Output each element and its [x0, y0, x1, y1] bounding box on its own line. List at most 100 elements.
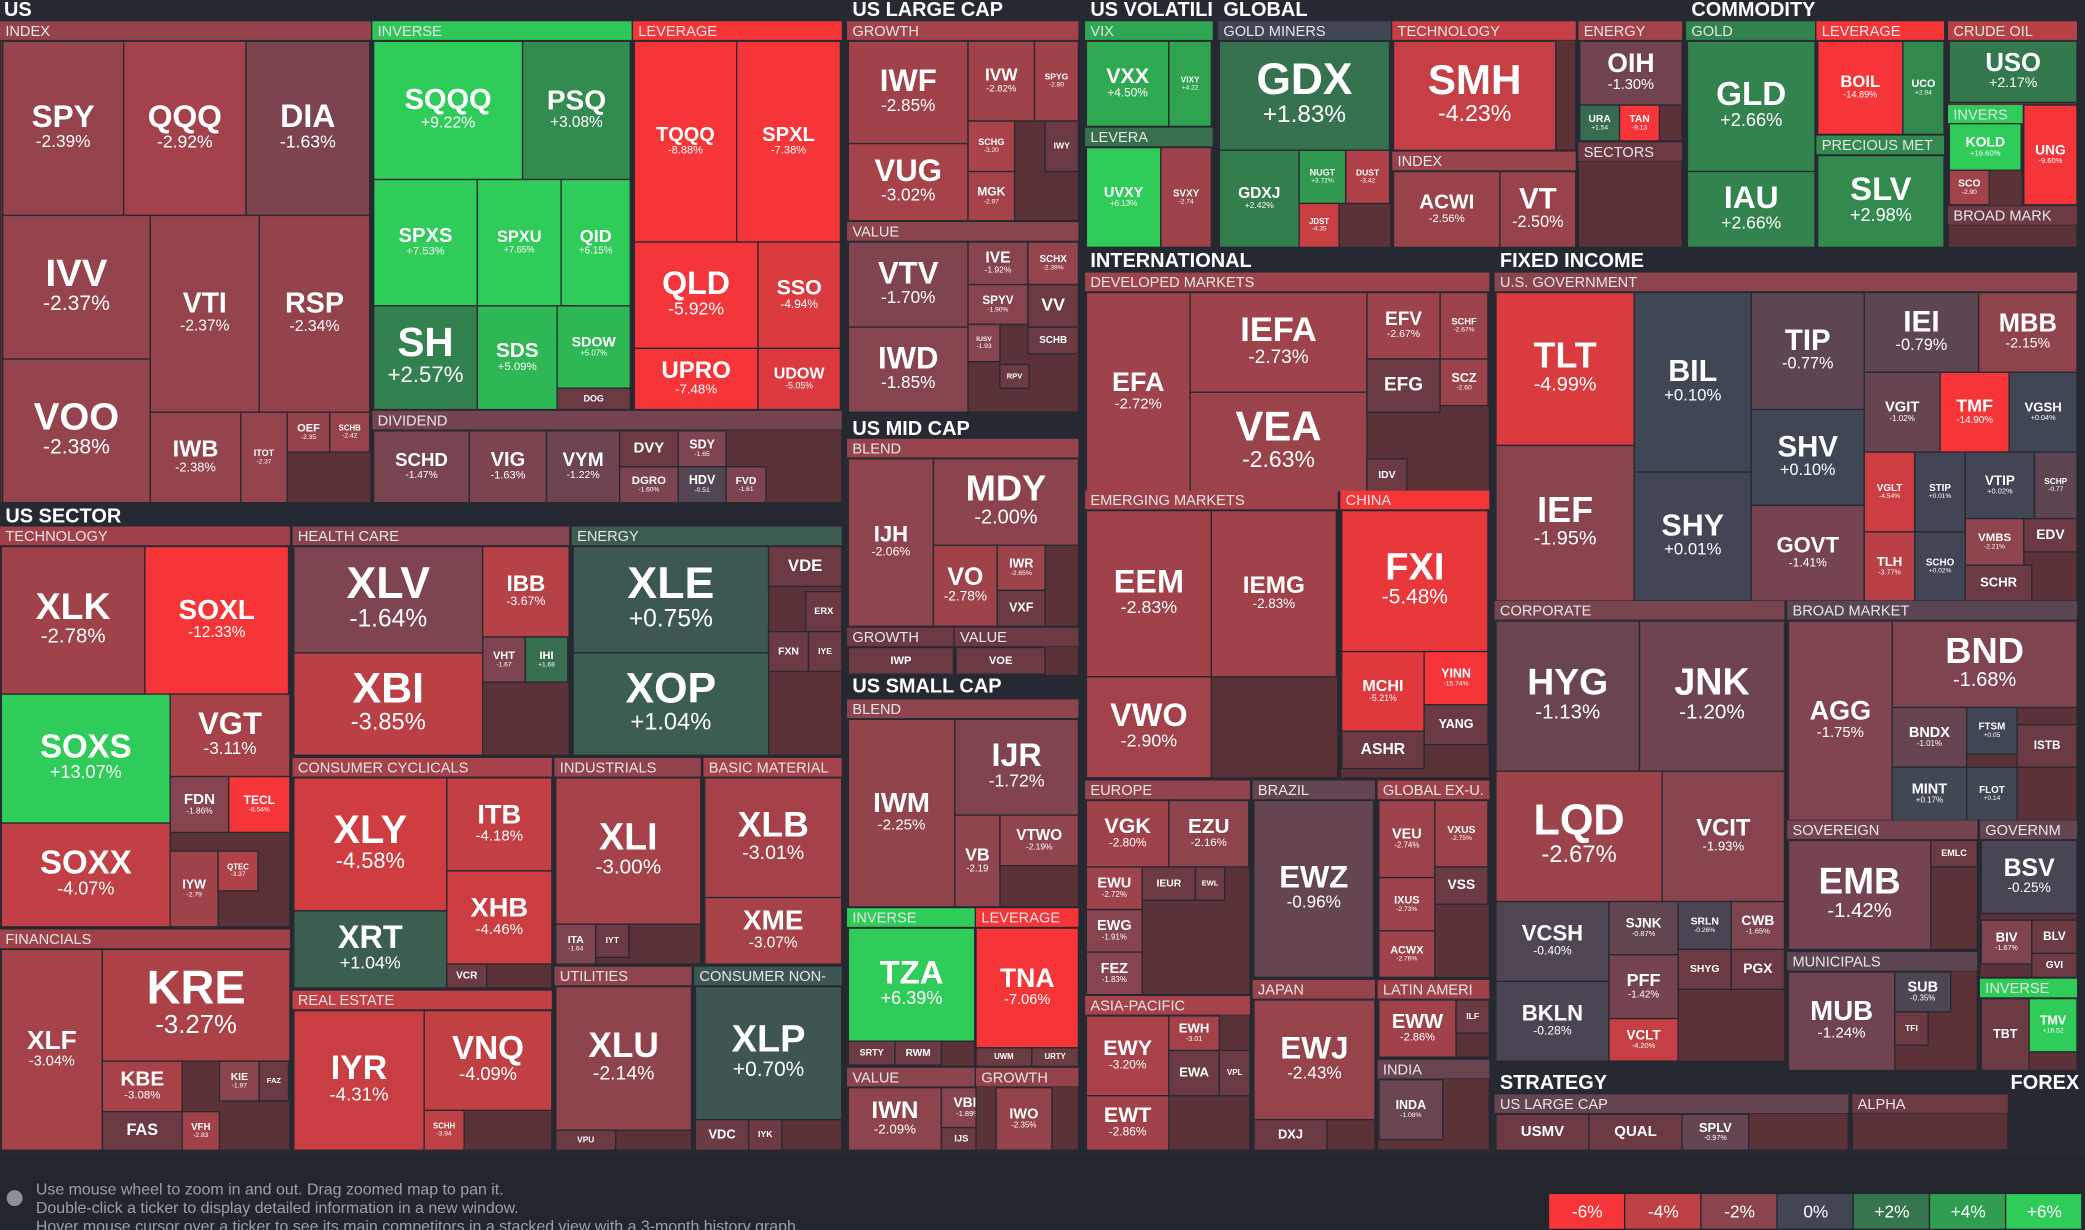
tile[interactable]	[1434, 799, 1489, 868]
tile[interactable]	[293, 545, 484, 654]
tile[interactable]	[446, 870, 553, 965]
tile[interactable]	[1341, 509, 1489, 653]
tile[interactable]	[1495, 900, 1610, 983]
tile[interactable]	[1750, 504, 1865, 602]
tile[interactable]	[1027, 326, 1080, 355]
tile[interactable]	[1980, 997, 2030, 1072]
tile[interactable]	[169, 775, 230, 834]
tile[interactable]	[245, 40, 371, 217]
tile[interactable]	[1750, 291, 1865, 411]
tile[interactable]	[0, 545, 146, 695]
tile[interactable]	[468, 430, 548, 504]
tile[interactable]	[423, 1109, 465, 1151]
tile[interactable]	[1579, 104, 1621, 142]
tile[interactable]	[847, 718, 956, 908]
tile[interactable]	[1218, 1049, 1251, 1097]
tile[interactable]	[955, 646, 1046, 675]
tile[interactable]	[1218, 40, 1391, 151]
tile[interactable]	[995, 1087, 1053, 1151]
tile[interactable]	[1341, 650, 1425, 733]
tile[interactable]	[521, 40, 631, 181]
tile[interactable]	[1681, 1113, 1750, 1151]
tile[interactable]	[2031, 952, 2078, 979]
tile[interactable]	[1948, 40, 2078, 104]
tile[interactable]	[1085, 509, 1213, 678]
tile[interactable]	[1168, 1049, 1221, 1097]
tile[interactable]	[228, 775, 291, 834]
tile[interactable]	[1085, 799, 1170, 868]
tile[interactable]	[1378, 999, 1457, 1058]
tile[interactable]	[2028, 997, 2078, 1053]
tile[interactable]	[169, 693, 291, 778]
tile[interactable]	[1964, 517, 2025, 566]
tile[interactable]	[1439, 291, 1489, 360]
tile[interactable]	[1085, 146, 1162, 248]
tile[interactable]	[556, 387, 631, 411]
tile[interactable]	[1817, 40, 1904, 135]
tile[interactable]	[1495, 620, 1641, 772]
tile[interactable]	[446, 777, 553, 872]
tile[interactable]	[2016, 724, 2078, 768]
tile[interactable]	[725, 466, 767, 504]
tile[interactable]	[1902, 40, 1945, 135]
tile[interactable]	[560, 178, 631, 307]
tile[interactable]	[1930, 839, 1978, 868]
tile[interactable]	[372, 40, 524, 181]
tile[interactable]	[293, 1009, 425, 1151]
tile[interactable]	[1863, 451, 1916, 533]
tile[interactable]	[1378, 876, 1436, 932]
tile[interactable]	[482, 545, 570, 638]
tile[interactable]	[1085, 951, 1143, 996]
tile[interactable]	[704, 777, 843, 899]
tile[interactable]	[1253, 799, 1375, 979]
tile[interactable]	[524, 636, 569, 683]
tile[interactable]	[1439, 358, 1489, 407]
tile[interactable]	[967, 170, 1016, 222]
tile[interactable]	[747, 1118, 783, 1151]
tile[interactable]	[545, 430, 621, 504]
tile[interactable]	[704, 896, 843, 965]
tile[interactable]	[633, 40, 738, 243]
tile[interactable]	[293, 652, 484, 756]
tile[interactable]	[372, 178, 479, 307]
tile[interactable]	[894, 1040, 943, 1066]
tile[interactable]	[258, 214, 371, 413]
tile[interactable]	[0, 948, 104, 1151]
tile[interactable]	[1608, 1017, 1679, 1062]
tile[interactable]	[1392, 40, 1557, 151]
tile[interactable]	[1455, 999, 1490, 1034]
tile[interactable]	[144, 545, 290, 695]
tile[interactable]	[999, 814, 1080, 867]
tile[interactable]	[1633, 291, 1752, 473]
tile[interactable]	[967, 323, 1001, 363]
tile[interactable]	[1366, 291, 1441, 360]
tile[interactable]	[286, 411, 331, 453]
tile[interactable]	[101, 1060, 183, 1113]
tile[interactable]	[1345, 149, 1391, 205]
tile[interactable]	[847, 326, 969, 413]
tile[interactable]	[1894, 1011, 1929, 1046]
tile[interactable]	[618, 466, 679, 504]
tile[interactable]	[1033, 40, 1080, 122]
tile[interactable]	[996, 589, 1046, 627]
tile[interactable]	[677, 466, 727, 504]
tile[interactable]	[240, 411, 288, 504]
tile[interactable]	[1787, 620, 1893, 822]
tile[interactable]	[847, 458, 935, 627]
tile[interactable]	[1495, 980, 1610, 1062]
tile[interactable]	[1423, 650, 1489, 706]
tile[interactable]	[1085, 291, 1191, 493]
tile[interactable]	[767, 545, 843, 588]
tile[interactable]	[1160, 146, 1213, 248]
tile[interactable]	[1189, 291, 1368, 393]
tile[interactable]	[258, 1060, 290, 1102]
tile[interactable]	[572, 652, 770, 756]
tile[interactable]	[2008, 371, 2078, 453]
tile[interactable]	[1686, 40, 1816, 173]
tile[interactable]	[1499, 170, 1577, 248]
tile[interactable]	[1495, 291, 1635, 447]
tile[interactable]	[2031, 919, 2078, 955]
tile[interactable]	[1085, 1095, 1170, 1151]
tile[interactable]	[372, 430, 471, 504]
tile[interactable]	[1, 214, 151, 360]
